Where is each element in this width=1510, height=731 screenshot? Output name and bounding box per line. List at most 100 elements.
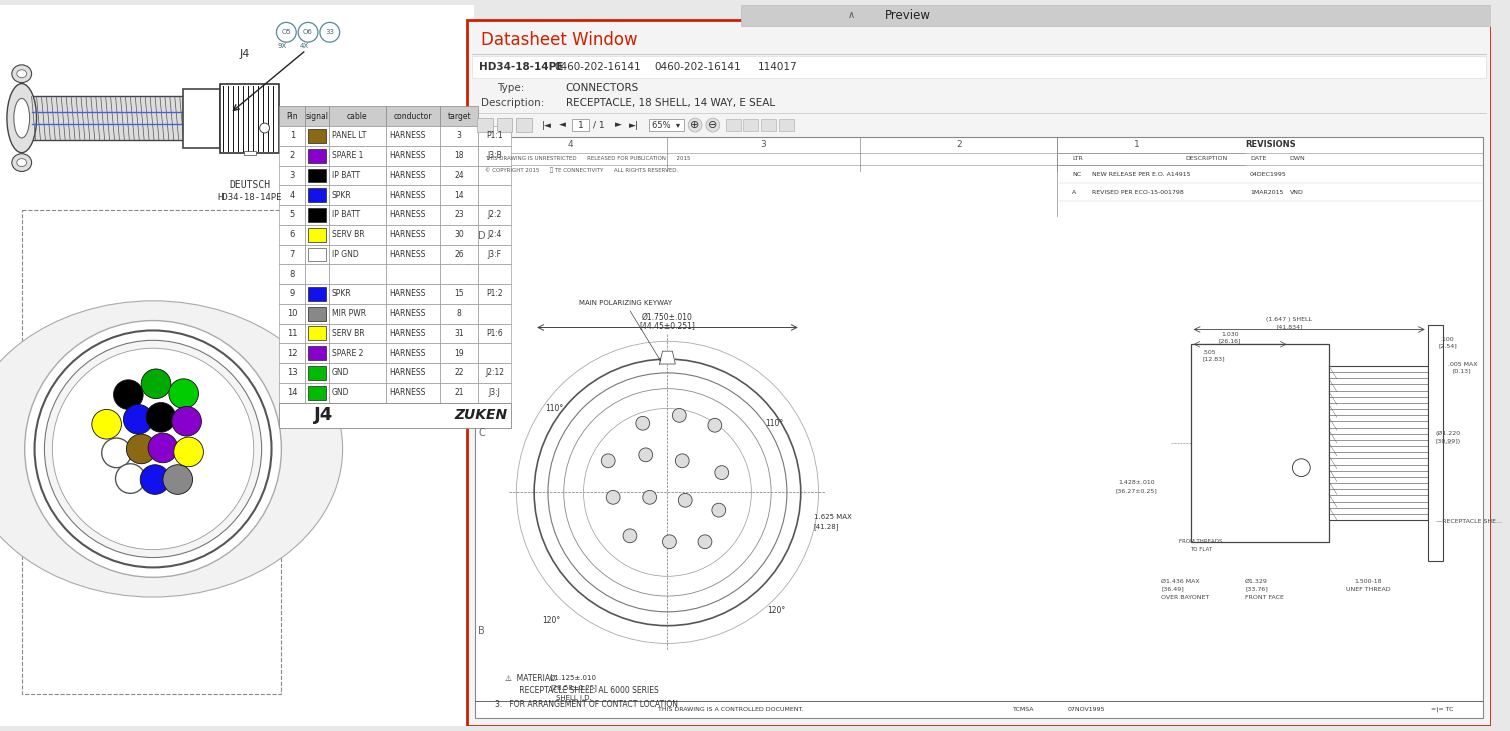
Bar [477, 126, 512, 145]
Ellipse shape [0, 301, 343, 597]
Text: 4X: 4X [299, 43, 308, 49]
Bar [572, 119, 589, 131]
Text: Ø1.750±.010: Ø1.750±.010 [642, 313, 693, 322]
Circle shape [140, 465, 169, 494]
Text: OVER BAYONET: OVER BAYONET [1161, 594, 1210, 599]
Text: J3:F: J3:F [488, 250, 501, 259]
Bar [308, 129, 326, 143]
Bar [329, 363, 387, 383]
Bar [387, 106, 441, 126]
Bar [279, 126, 305, 145]
Text: 2: 2 [290, 151, 294, 160]
Text: GND: GND [332, 388, 349, 397]
Bar [387, 145, 441, 165]
Text: J2:12: J2:12 [485, 368, 504, 377]
Bar [497, 118, 512, 132]
Bar [183, 88, 220, 148]
Text: HARNESS: HARNESS [390, 191, 426, 200]
Text: SERV BR: SERV BR [332, 329, 364, 338]
Text: J4: J4 [314, 406, 334, 425]
Bar [329, 245, 387, 265]
Text: SPARE 1: SPARE 1 [332, 151, 362, 160]
Text: UNEF THREAD: UNEF THREAD [1345, 587, 1391, 591]
Bar [387, 363, 441, 383]
Text: J3:B: J3:B [488, 151, 501, 160]
Bar [329, 126, 387, 145]
Text: .005 MAX: .005 MAX [1448, 362, 1477, 366]
Ellipse shape [17, 159, 27, 167]
Text: [33.76]: [33.76] [1246, 587, 1268, 591]
Text: FROM THREADS: FROM THREADS [1179, 539, 1223, 545]
Text: SPARE 2: SPARE 2 [332, 349, 362, 357]
Bar [329, 265, 387, 284]
Text: 11: 11 [287, 329, 297, 338]
Bar [305, 126, 329, 145]
Bar [477, 363, 512, 383]
Text: 3: 3 [456, 132, 462, 140]
Bar [1191, 344, 1329, 542]
Text: HARNESS: HARNESS [390, 329, 426, 338]
Text: RECEPTACLE SHELL: AL 6000 SERIES: RECEPTACLE SHELL: AL 6000 SERIES [504, 686, 658, 695]
Text: [0.13]: [0.13] [1453, 368, 1472, 374]
Circle shape [624, 529, 637, 542]
Circle shape [101, 438, 131, 468]
Text: 1.030: 1.030 [1222, 332, 1240, 337]
Text: 8: 8 [290, 270, 294, 279]
Bar [308, 169, 326, 182]
Ellipse shape [17, 69, 27, 77]
Text: SERV BR: SERV BR [332, 230, 364, 239]
Text: 14: 14 [455, 191, 464, 200]
Circle shape [1293, 459, 1311, 477]
Text: TCMSA: TCMSA [1013, 707, 1034, 712]
Text: 110°: 110° [545, 404, 563, 413]
Bar [305, 363, 329, 383]
Text: =|= TC: =|= TC [1431, 707, 1454, 712]
Bar [477, 145, 512, 165]
Bar [305, 383, 329, 403]
Circle shape [707, 118, 720, 132]
Circle shape [127, 434, 156, 463]
Bar [329, 165, 387, 186]
Text: 1.625 MAX: 1.625 MAX [814, 514, 852, 520]
Text: 3.   FOR ARRANGEMENT OF CONTACT LOCATION: 3. FOR ARRANGEMENT OF CONTACT LOCATION [495, 700, 678, 709]
Text: Description:: Description: [480, 99, 544, 108]
Text: |◄: |◄ [542, 121, 553, 129]
Text: © COPYRIGHT 2015      Ⓣ TE CONNECTIVITY      ALL RIGHTS RESERVED.: © COPYRIGHT 2015 Ⓣ TE CONNECTIVITY ALL R… [485, 167, 678, 173]
Ellipse shape [14, 99, 30, 138]
Text: 04DEC1995: 04DEC1995 [1250, 172, 1287, 177]
Text: LTR: LTR [1072, 156, 1083, 161]
Text: FRONT FACE: FRONT FACE [1246, 594, 1284, 599]
Text: REVISIONS: REVISIONS [1244, 140, 1296, 149]
Bar [308, 327, 326, 341]
Bar [477, 383, 512, 403]
Text: C: C [479, 428, 485, 438]
Bar [0, 4, 474, 727]
Text: MIR PWR: MIR PWR [332, 309, 365, 318]
Text: 3: 3 [761, 140, 766, 149]
Circle shape [142, 369, 171, 398]
Bar [279, 225, 305, 245]
Text: [12.83]: [12.83] [1202, 357, 1225, 362]
Bar [516, 118, 532, 132]
Text: 33: 33 [325, 29, 334, 35]
Text: PANEL LT: PANEL LT [332, 132, 365, 140]
Text: 30: 30 [455, 230, 464, 239]
Text: (Ø1.220: (Ø1.220 [1436, 431, 1460, 436]
Text: [30.99]): [30.99]) [1436, 439, 1460, 444]
Bar [740, 4, 1490, 26]
Bar [305, 145, 329, 165]
Text: Pin: Pin [287, 112, 297, 121]
Circle shape [44, 341, 261, 558]
Bar [441, 344, 477, 363]
Text: HARNESS: HARNESS [390, 349, 426, 357]
Text: HARNESS: HARNESS [390, 368, 426, 377]
Bar [305, 106, 329, 126]
Text: HARNESS: HARNESS [390, 211, 426, 219]
Circle shape [148, 433, 178, 463]
Text: CONNECTORS: CONNECTORS [566, 83, 639, 93]
Text: HARNESS: HARNESS [390, 289, 426, 298]
Text: 9X: 9X [278, 43, 287, 49]
Text: 22: 22 [455, 368, 464, 377]
Bar [477, 265, 512, 284]
Text: 4: 4 [568, 140, 574, 149]
